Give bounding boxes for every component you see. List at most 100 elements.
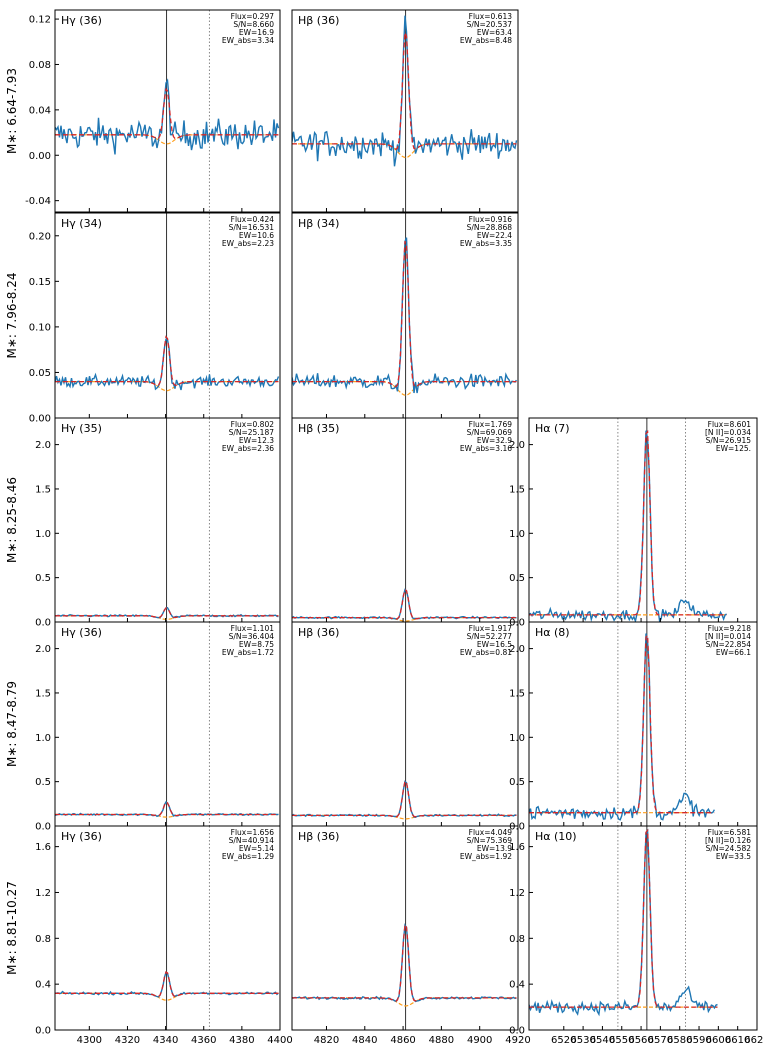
stat-line: S/N=25.187 <box>229 428 275 437</box>
absorption-component <box>292 381 517 396</box>
panel-frame <box>528 825 758 1031</box>
stat-line: Flux=1.917 <box>469 624 513 633</box>
stat-line: EW=16.5 <box>477 640 512 649</box>
spectrum-data-line <box>55 78 280 155</box>
y-tick-label: 0.8 <box>509 934 525 945</box>
stat-line: S/N=8.660 <box>233 20 274 29</box>
stat-line: Flux=0.802 <box>231 420 275 429</box>
model-fit-line <box>55 607 279 619</box>
x-tick-label: 6540 <box>590 1035 615 1046</box>
stat-line: Flux=9.218 <box>708 624 752 633</box>
model-fit-line <box>292 922 517 1002</box>
spectrum-data-line <box>55 338 280 391</box>
model-fit-line <box>55 335 279 386</box>
stat-line: S/N=24.582 <box>706 844 752 853</box>
spectrum-data-line <box>292 237 518 394</box>
y-tick-label: 0.5 <box>35 573 51 584</box>
stat-line: S/N=40.914 <box>229 836 275 845</box>
stat-line: EW=8.75 <box>239 640 274 649</box>
panel-r3-c0: 0.0 0.5 1.0 1.5 2.0 Hγ (36) Flux=1.101S/N=36.4… <box>35 621 281 833</box>
x-tick-label: 6590 <box>686 1035 711 1046</box>
stat-line: EW_abs=1.29 <box>222 852 274 861</box>
stat-line: EW_abs=0.81 <box>460 648 512 657</box>
y-tick-label: 2.0 <box>35 440 51 451</box>
panel-r0-c0: -0.04 0.00 0.04 0.08 0.12 Hγ (36) Flux=0.297S/… <box>25 9 281 213</box>
stat-line: EW=125. <box>716 444 751 453</box>
model-fit-line <box>55 87 279 140</box>
x-tick-label: 6620 <box>744 1035 764 1046</box>
model-fit-line <box>55 801 279 817</box>
stat-line: [N II]=0.126 <box>705 836 751 845</box>
y-tick-label: 0.0 <box>35 822 51 833</box>
stat-line: Flux=0.424 <box>231 215 275 224</box>
row-label-1: M∗: 7.96-8.24 <box>5 272 19 358</box>
y-tick-label: 2.0 <box>509 644 525 655</box>
y-tick-label: 0.4 <box>509 980 525 991</box>
stat-line: [N II]=0.034 <box>705 428 751 437</box>
panel-r4-c0: 0.0 0.4 0.8 1.2 1.6 Hγ (36) Flux=1.656S/N=40.9… <box>35 825 281 1037</box>
x-tick-label: 4360 <box>191 1035 216 1046</box>
panel-r4-c1: Hβ (36) Flux=4.049S/N=75.369EW=13.9EW_abs… <box>291 825 519 1031</box>
y-tick-label: 0.20 <box>29 231 51 242</box>
absorption-component <box>292 143 517 159</box>
panel-r2-c2: 0.0 0.5 1.0 1.5 2.0 Hα (7) Flux=8.601[N II]=0.… <box>509 417 758 629</box>
panel-r1-c0: 0.00 0.05 0.10 0.15 0.20 Hγ (34) Flux=0.424S/N… <box>29 212 281 425</box>
stat-line: EW=63.4 <box>477 28 512 37</box>
x-tick-label: 6600 <box>706 1035 731 1046</box>
x-tick-label: 4820 <box>314 1035 339 1046</box>
panel-title: Hα (10) <box>535 830 577 843</box>
y-tick-label: 0.0 <box>509 822 525 833</box>
y-tick-label: 0.0 <box>35 618 51 629</box>
stat-line: EW=22.4 <box>477 231 512 240</box>
stat-line: S/N=52.277 <box>467 632 513 641</box>
model-fit-line <box>529 633 715 814</box>
stat-line: Flux=1.769 <box>469 420 513 429</box>
absorption-component <box>292 997 517 1007</box>
stat-line: EW_abs=2.23 <box>222 239 274 248</box>
stat-line: Flux=1.656 <box>231 828 275 837</box>
y-tick-label: 1.0 <box>509 733 525 744</box>
y-tick-label: 1.5 <box>509 484 525 495</box>
panel-frame <box>54 825 281 1031</box>
x-tick-label: 6580 <box>667 1035 692 1046</box>
stat-line: Flux=0.916 <box>469 215 513 224</box>
panel-title: Hγ (36) <box>61 14 102 27</box>
stat-line: EW_abs=1.72 <box>222 648 274 657</box>
x-tick-label: 6570 <box>648 1035 673 1046</box>
stat-line: EW=16.9 <box>239 28 274 37</box>
stat-line: EW_abs=3.16 <box>460 444 512 453</box>
panel-title: Hβ (36) <box>298 830 339 843</box>
y-tick-label: 1.6 <box>509 842 525 853</box>
stat-line: S/N=36.404 <box>229 632 275 641</box>
y-tick-label: 0.08 <box>29 60 51 71</box>
y-tick-label: 1.0 <box>509 529 525 540</box>
y-tick-label: 1.5 <box>509 688 525 699</box>
stat-line: EW_abs=3.34 <box>222 36 274 45</box>
stat-line: EW=32.9 <box>477 436 512 445</box>
y-tick-label: 0.12 <box>29 15 51 26</box>
y-tick-label: 0.0 <box>509 1026 525 1037</box>
stat-line: S/N=28.868 <box>467 223 513 232</box>
panel-title: Hγ (36) <box>61 626 102 639</box>
model-fit-line <box>292 780 517 818</box>
panel-title: Hβ (36) <box>298 626 339 639</box>
y-tick-label: 0.04 <box>29 105 51 116</box>
x-tick-label: 4400 <box>267 1035 292 1046</box>
panel-frame <box>291 825 519 1031</box>
y-tick-label: 0.05 <box>29 368 51 379</box>
x-tick-label: 4320 <box>115 1035 140 1046</box>
stat-line: EW=13.9 <box>477 844 512 853</box>
panel-title: Hα (8) <box>535 626 570 639</box>
panel-title: Hγ (36) <box>61 830 102 843</box>
stat-line: Flux=6.581 <box>708 828 752 837</box>
stat-line: EW_abs=2.36 <box>222 444 274 453</box>
model-fit-line <box>292 588 517 620</box>
y-tick-label: -0.04 <box>25 196 51 207</box>
y-tick-label: 1.5 <box>35 688 51 699</box>
x-tick-label: 4380 <box>229 1035 254 1046</box>
x-tick-label: 4880 <box>429 1035 454 1046</box>
spectrum-data-line <box>292 15 518 167</box>
y-tick-label: 0.15 <box>29 277 51 288</box>
panel-title: Hβ (36) <box>298 14 339 27</box>
y-tick-label: 1.0 <box>35 529 51 540</box>
